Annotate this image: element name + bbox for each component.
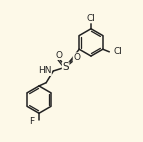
Text: O: O <box>56 51 63 59</box>
Text: Cl: Cl <box>114 47 123 56</box>
Text: O: O <box>73 53 80 62</box>
Text: F: F <box>29 117 34 126</box>
Text: Cl: Cl <box>87 14 95 23</box>
Text: S: S <box>62 62 69 72</box>
Text: HN: HN <box>38 66 51 76</box>
